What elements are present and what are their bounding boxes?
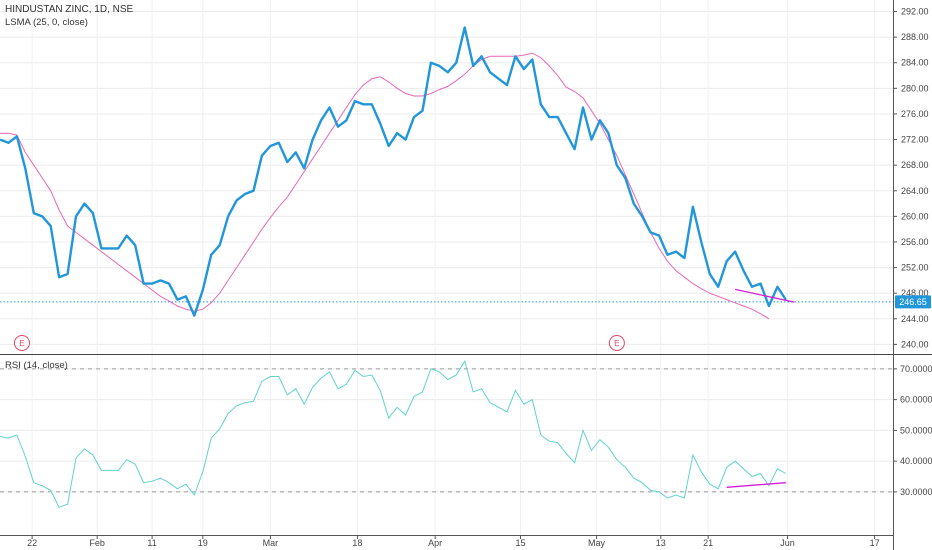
rsi-tick-label: 60.0000 — [900, 395, 932, 405]
time-tick-label: 21 — [703, 538, 713, 548]
price-tick-label: 240.00 — [901, 339, 929, 349]
time-tick-label: Jun — [780, 538, 795, 548]
price-tick-label: 284.00 — [901, 58, 929, 68]
price-badge-label: 246.65 — [899, 297, 927, 307]
time-tick-label: 17 — [870, 538, 880, 548]
price-tick-label: 256.00 — [901, 237, 929, 247]
rsi-tick-label: 70.0000 — [900, 364, 932, 374]
symbol-title[interactable]: HINDUSTAN ZINC, 1D, NSE — [5, 4, 134, 15]
time-tick-label: 13 — [656, 538, 666, 548]
price-tick-label: 268.00 — [901, 160, 929, 170]
earnings-marker-label: E — [19, 339, 24, 348]
price-tick-label: 248.00 — [901, 288, 929, 298]
time-tick-label: Mar — [263, 538, 279, 548]
rsi-tick-label: 50.0000 — [900, 425, 932, 435]
time-tick-label: May — [588, 538, 606, 548]
time-tick-label: Apr — [428, 538, 442, 548]
price-axis[interactable]: 240.00 244.00 248.00 252.00 256.00 260.00 264.… — [893, 7, 929, 350]
rsi-bands — [0, 368, 893, 493]
price-tick-label: 288.00 — [901, 32, 929, 42]
rsi-legend[interactable]: RSI (14, close) — [5, 360, 68, 371]
time-tick-label: 19 — [198, 538, 208, 548]
time-tick-label: 15 — [516, 538, 526, 548]
price-tick-label: 280.00 — [901, 83, 929, 93]
time-tick-label: 11 — [147, 538, 156, 548]
time-tick-label: 18 — [352, 538, 362, 548]
price-tick-label: 276.00 — [901, 109, 929, 119]
price-tick-label: 264.00 — [901, 186, 929, 196]
rsi-tick-label: 30.0000 — [900, 487, 932, 497]
lsma-legend[interactable]: LSMA (25, 0, close) — [5, 17, 88, 28]
price-tick-label: 244.00 — [901, 314, 929, 324]
time-tick-label: Feb — [89, 538, 105, 548]
price-tick-label: 260.00 — [901, 211, 929, 221]
price-tick-label: 252.00 — [901, 263, 929, 273]
earnings-marker[interactable]: E — [608, 335, 625, 351]
rsi-axis[interactable]: 30.0000 40.0000 50.0000 60.0000 70.0000 — [893, 364, 932, 497]
lsma-line[interactable] — [0, 52, 770, 320]
price-badge: 246.65 — [895, 295, 931, 309]
earnings-marker[interactable]: E — [13, 335, 30, 351]
price-divergence-line[interactable] — [735, 288, 795, 303]
rsi-divergence-line[interactable] — [726, 481, 786, 489]
time-axis[interactable]: 22 Feb 11 19 Mar 18 Apr 15 May 13 21 Jun 17 — [27, 535, 880, 548]
price-line[interactable] — [0, 26, 787, 317]
rsi-tick-label: 40.0000 — [900, 456, 932, 466]
price-tick-label: 272.00 — [901, 135, 929, 145]
time-grid — [31, 0, 876, 535]
earnings-marker-label: E — [614, 339, 619, 348]
time-tick-label: 22 — [27, 538, 37, 548]
rsi-line[interactable] — [0, 359, 787, 508]
price-tick-label: 292.00 — [901, 7, 929, 17]
price-grid — [0, 11, 893, 345]
